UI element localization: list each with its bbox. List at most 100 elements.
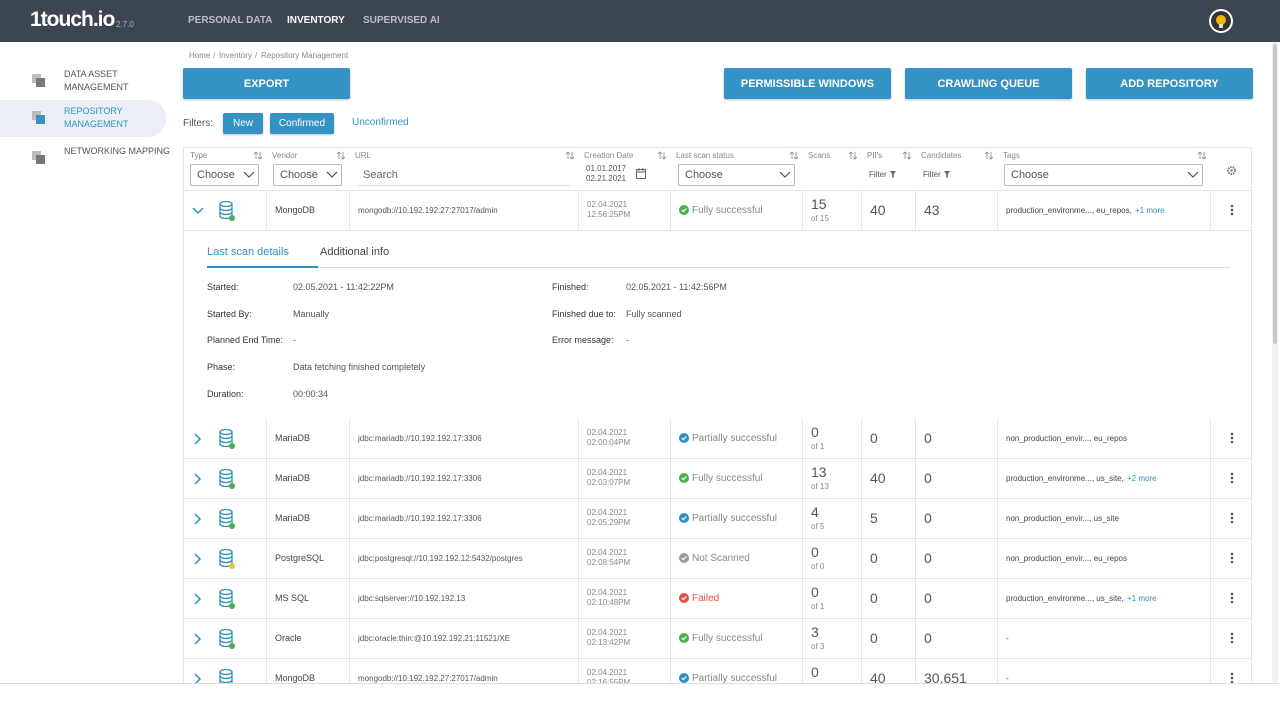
column-header[interactable]: Tags (1003, 151, 1020, 160)
row-menu[interactable] (1230, 204, 1234, 216)
expand-toggle[interactable] (192, 433, 204, 445)
expand-toggle[interactable] (192, 473, 204, 485)
column-header[interactable]: PII's (867, 151, 883, 160)
cell-divider (997, 538, 998, 578)
settings-icon[interactable] (1227, 166, 1236, 175)
dropdown[interactable]: Choose (190, 164, 259, 186)
row-menu[interactable] (1230, 592, 1234, 604)
cell-divider (915, 658, 916, 683)
row-menu[interactable] (1230, 672, 1234, 684)
cell-divider (578, 538, 579, 578)
sort-icon[interactable] (565, 151, 575, 160)
row-menu[interactable] (1230, 472, 1234, 484)
search-input[interactable]: Search (357, 164, 571, 186)
row-border (184, 578, 1252, 579)
filter-link[interactable]: Filter (869, 170, 887, 179)
version: 2.7.0 (116, 20, 134, 29)
sidebar-item[interactable]: DATA ASSET (64, 69, 118, 79)
expand-toggle[interactable] (192, 593, 204, 605)
date: 02.04.2021 (587, 628, 628, 637)
nav-item[interactable]: SUPERVISED AI (363, 15, 440, 26)
sidebar-item[interactable]: MANAGEMENT (64, 119, 129, 129)
avatar[interactable] (1208, 8, 1234, 34)
details-tab[interactable]: Additional info (320, 246, 390, 258)
tab-line (207, 267, 1230, 268)
sort-icon[interactable] (984, 151, 994, 160)
status: Partially successful (692, 433, 778, 444)
expand-toggle[interactable] (192, 633, 204, 645)
date-from[interactable]: 01.01.2017 (586, 164, 627, 173)
dropdown[interactable]: Choose (273, 164, 342, 186)
row-menu[interactable] (1230, 552, 1234, 564)
sidebar-item[interactable]: NETWORKING MAPPING (64, 146, 171, 156)
dropdown[interactable]: Choose (678, 164, 795, 186)
sort-icon[interactable] (848, 151, 858, 160)
candidates: 0 (924, 470, 932, 486)
breadcrumb-item[interactable]: Home (189, 51, 211, 60)
cell-divider (997, 578, 998, 618)
expand-toggle[interactable] (192, 205, 204, 217)
action-button[interactable]: PERMISSIBLE WINDOWS (724, 68, 891, 99)
tags: non_production_envir..., eu_repos (1006, 554, 1127, 563)
cell-divider (1210, 658, 1211, 683)
sort-icon[interactable] (657, 151, 667, 160)
sort-icon[interactable] (789, 151, 799, 160)
sort-icon[interactable] (1197, 151, 1207, 160)
dropdown[interactable]: Choose (1004, 164, 1203, 186)
cell-divider (1210, 498, 1211, 538)
sort-icon[interactable] (253, 151, 263, 160)
calendar-icon[interactable] (636, 168, 646, 179)
breadcrumb-separator: / (213, 51, 216, 60)
expand-toggle[interactable] (192, 553, 204, 565)
row-border (184, 230, 1252, 231)
cell-divider (997, 190, 998, 230)
more-tags[interactable]: +1 more (1135, 206, 1165, 215)
column-header[interactable]: Candidates (921, 151, 962, 160)
scans-of: of 1 (811, 602, 825, 611)
row-menu[interactable] (1230, 632, 1234, 644)
date: 02.04.2021 (587, 428, 628, 437)
sidebar-item[interactable]: REPOSITORY (64, 106, 123, 116)
status: Partially successful (692, 673, 778, 684)
cell-divider (670, 190, 671, 230)
expand-toggle[interactable] (192, 673, 204, 684)
row-menu[interactable] (1230, 432, 1234, 444)
filter-chip[interactable]: New (223, 113, 263, 134)
vendor: MS SQL (275, 593, 310, 603)
top-bar (0, 0, 1280, 42)
sidebar-icon (32, 111, 45, 124)
action-button[interactable]: ADD REPOSITORY (1086, 68, 1253, 99)
sort-icon[interactable] (902, 151, 912, 160)
date-to[interactable]: 02.21.2021 (586, 174, 627, 183)
column-header[interactable]: Vendor (272, 151, 298, 160)
cell-divider (266, 578, 267, 618)
more-tags[interactable]: +2 more (1127, 474, 1157, 483)
cell-divider (1210, 190, 1211, 230)
column-header[interactable]: Creation Date (584, 151, 634, 160)
breadcrumb-item[interactable]: Inventory (219, 51, 252, 60)
action-button[interactable]: CRAWLING QUEUE (905, 68, 1072, 99)
column-header[interactable]: Last scan status (676, 151, 734, 160)
filter-chip[interactable]: Confirmed (270, 113, 334, 134)
filter-chip[interactable]: Unconfirmed (352, 117, 409, 128)
date: 02.04.2021 (587, 668, 628, 677)
row-menu[interactable] (1230, 512, 1234, 524)
nav-item[interactable]: INVENTORY (287, 15, 345, 26)
sidebar-item[interactable]: MANAGEMENT (64, 82, 129, 92)
sort-icon[interactable] (336, 151, 346, 160)
column-header[interactable]: Scans (808, 151, 831, 160)
filter-link[interactable]: Filter (923, 170, 941, 179)
details-tab[interactable]: Last scan details (207, 246, 289, 258)
more-tags[interactable]: +1 more (1127, 594, 1157, 603)
export-button[interactable]: EXPORT (183, 68, 350, 99)
detail-label: Error message: (552, 335, 614, 345)
nav-item[interactable]: PERSONAL DATA (188, 15, 273, 26)
pii: 0 (870, 590, 878, 606)
column-header[interactable]: Type (190, 151, 208, 160)
time: 02:13:42PM (587, 638, 631, 647)
column-header[interactable]: URL (355, 151, 372, 160)
cell-divider (349, 418, 350, 458)
cell-divider (915, 618, 916, 658)
expand-toggle[interactable] (192, 513, 204, 525)
cell-divider (349, 458, 350, 498)
